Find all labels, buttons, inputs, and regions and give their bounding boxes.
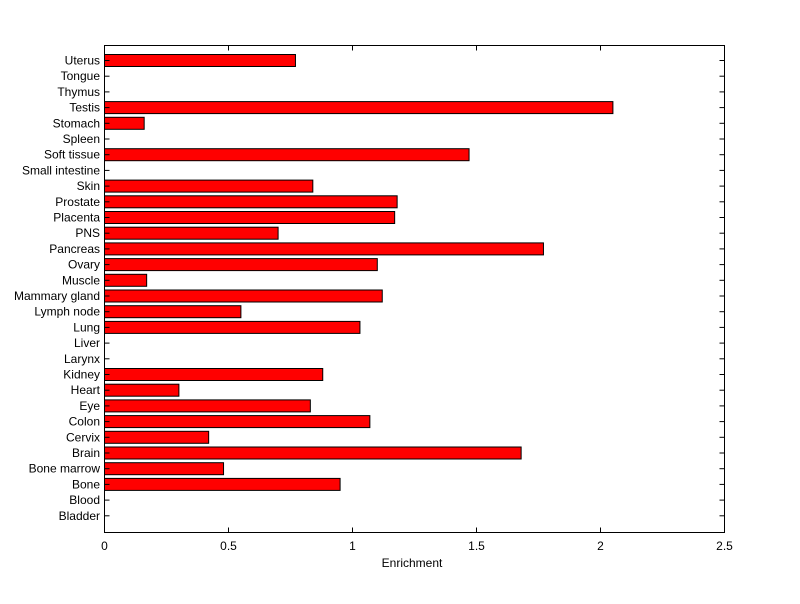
bar-placenta xyxy=(104,211,396,224)
y-tick-label-cervix: Cervix xyxy=(66,430,100,444)
x-tick-label-0: 0 xyxy=(101,539,108,553)
y-tick-label-mammary-gland: Mammary gland xyxy=(14,289,100,303)
y-tick-label-soft-tissue: Soft tissue xyxy=(44,148,100,162)
bar-ovary xyxy=(104,258,378,272)
bar-bone-marrow xyxy=(104,462,225,476)
bar-bone xyxy=(104,477,341,491)
bar-eye xyxy=(104,399,311,413)
y-tick-label-pancreas: Pancreas xyxy=(49,242,100,256)
y-tick-label-testis: Testis xyxy=(69,101,100,115)
y-tick-label-colon: Colon xyxy=(69,415,100,429)
y-tick-label-bone: Bone xyxy=(72,477,100,491)
x-tick-label-2: 1 xyxy=(349,539,356,553)
bar-skin xyxy=(104,179,314,193)
y-tick-label-bone-marrow: Bone marrow xyxy=(29,462,101,476)
y-tick-label-prostate: Prostate xyxy=(55,195,100,209)
y-tick-label-lymph-node: Lymph node xyxy=(34,305,100,319)
bars-layer xyxy=(104,54,614,491)
x-tick-label-1: 0.5 xyxy=(220,539,237,553)
y-tick-label-muscle: Muscle xyxy=(62,273,100,287)
y-tick-label-uterus: Uterus xyxy=(65,54,100,68)
y-tick-label-pns: PNS xyxy=(75,226,100,240)
x-tick-label-3: 1.5 xyxy=(468,539,485,553)
x-axis-label: Enrichment xyxy=(382,556,443,570)
bar-lymph-node xyxy=(104,305,242,319)
bar-testis xyxy=(104,101,614,115)
bar-muscle xyxy=(104,273,148,287)
y-tick-label-larynx: Larynx xyxy=(64,352,100,366)
bar-stomach xyxy=(104,116,145,130)
y-tick-label-lung: Lung xyxy=(73,320,100,334)
x-tick-label-4: 2 xyxy=(597,539,604,553)
y-tick-label-blood: Blood xyxy=(69,493,100,507)
bar-pancreas xyxy=(104,242,544,256)
y-tick-label-placenta: Placenta xyxy=(53,211,100,225)
y-tick-label-thymus: Thymus xyxy=(57,85,100,99)
bar-heart xyxy=(104,383,180,397)
bar-prostate xyxy=(104,195,398,209)
bar-uterus xyxy=(104,54,296,67)
bar-soft-tissue xyxy=(104,148,470,162)
bar-mammary-gland xyxy=(104,289,383,303)
bar-brain xyxy=(104,446,522,460)
x-tick-label-5: 2.5 xyxy=(716,539,733,553)
y-tick-label-tongue: Tongue xyxy=(61,69,101,83)
y-tick-label-skin: Skin xyxy=(77,179,100,193)
plot-frame xyxy=(104,45,725,533)
bar-colon xyxy=(104,415,371,429)
y-tick-label-small-intestine: Small intestine xyxy=(22,163,100,177)
bar-pns xyxy=(104,226,279,240)
y-tick-label-spleen: Spleen xyxy=(63,132,100,146)
y-tick-label-kidney: Kidney xyxy=(63,368,100,382)
y-tick-label-stomach: Stomach xyxy=(53,116,100,130)
x-ticks-layer: 0 0.5 1 1.5 2 2.5 xyxy=(101,45,733,553)
bar-cervix xyxy=(104,430,210,444)
y-tick-label-heart: Heart xyxy=(71,383,101,397)
y-tick-label-eye: Eye xyxy=(79,399,100,413)
y-tick-label-brain: Brain xyxy=(72,446,100,460)
bar-lung xyxy=(104,320,361,334)
y-tick-label-liver: Liver xyxy=(74,336,100,350)
bar-kidney xyxy=(104,368,324,381)
y-tick-label-ovary: Ovary xyxy=(68,258,100,272)
y-tick-label-bladder: Bladder xyxy=(59,509,100,523)
